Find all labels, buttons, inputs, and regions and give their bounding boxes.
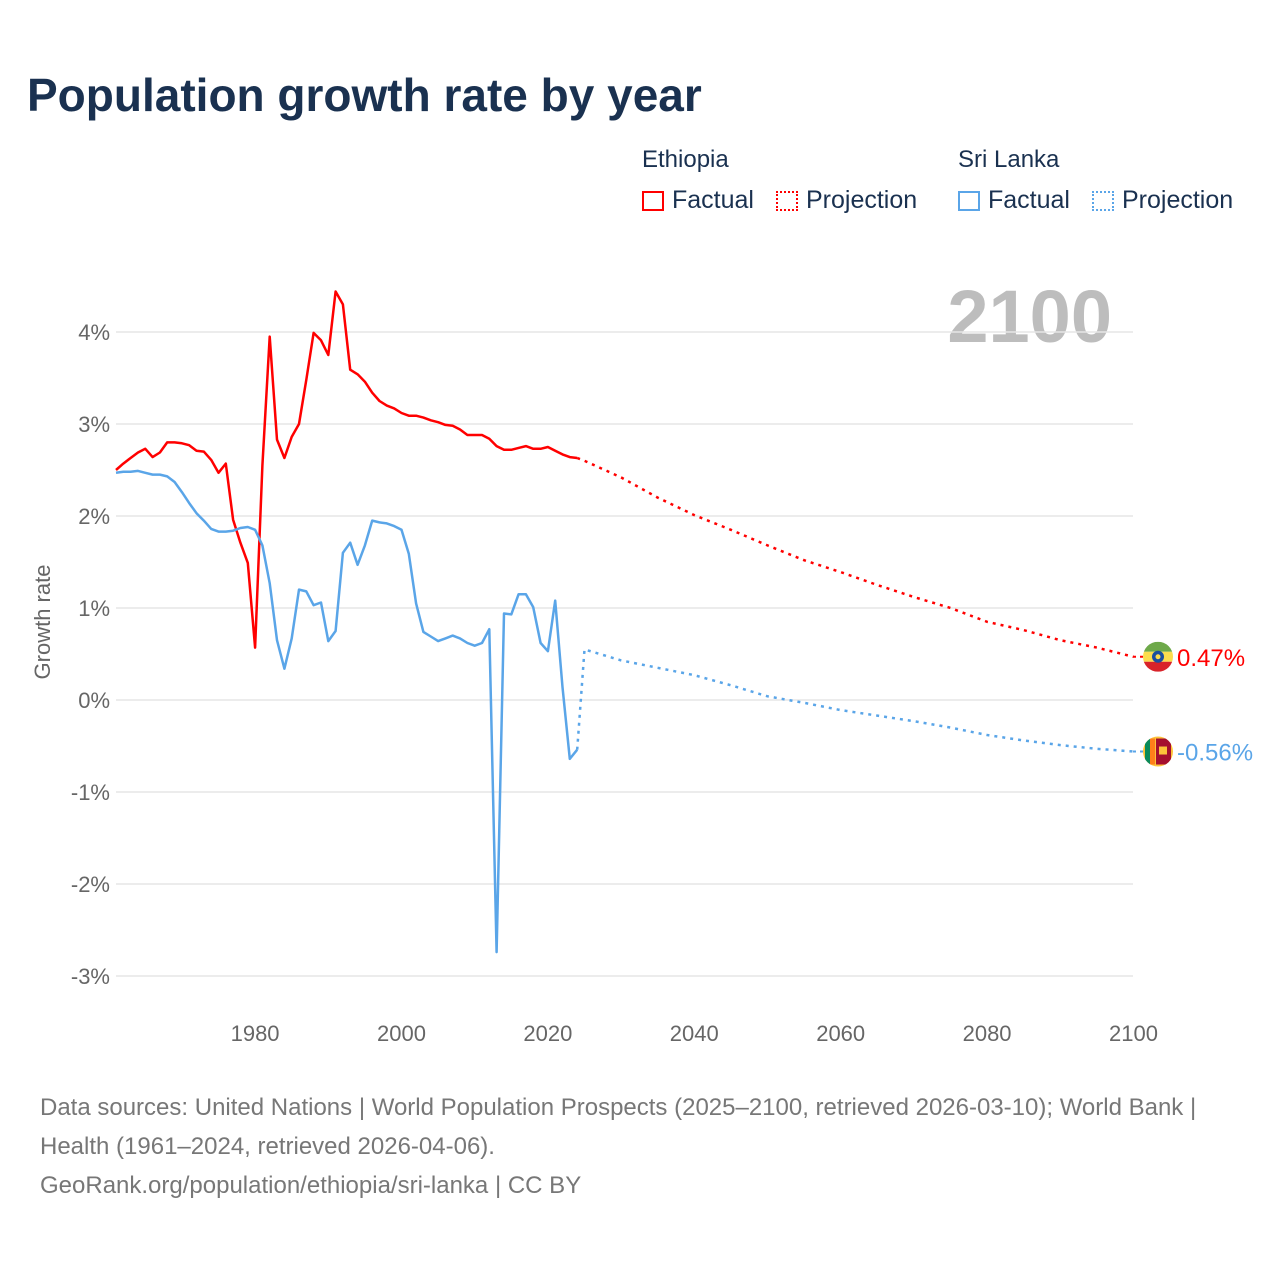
legend-sri-lanka-factual[interactable]: Factual — [958, 186, 1070, 215]
solid-swatch-icon — [958, 190, 980, 211]
solid-swatch-icon — [642, 190, 664, 211]
sri-lanka-end-value: -0.56% — [1177, 740, 1253, 767]
x-tick-label: 2000 — [377, 1021, 426, 1046]
x-tick-label: 2100 — [1109, 1021, 1158, 1046]
legend-label: Projection — [806, 186, 918, 214]
x-tick-label: 2080 — [963, 1021, 1012, 1046]
sri-lanka-flag-icon — [1143, 736, 1173, 767]
y-tick-label: 1% — [78, 596, 110, 621]
x-tick-label: 2060 — [816, 1021, 865, 1046]
chart-title: Population growth rate by year — [27, 69, 702, 121]
x-tick-label: 2020 — [523, 1021, 572, 1046]
y-tick-label: 4% — [78, 320, 110, 345]
ethiopia-end-value: 0.47% — [1177, 645, 1245, 672]
legend-label: Factual — [672, 186, 754, 214]
legend-ethiopia-factual[interactable]: Factual — [642, 186, 754, 215]
year-watermark: 2100 — [947, 275, 1112, 358]
y-tick-label: -2% — [71, 872, 110, 897]
ethiopia-factual-line — [115, 290, 578, 649]
sri-lanka-factual-line — [115, 469, 579, 954]
ethiopia-projection-line — [576, 456, 1134, 659]
ethiopia-flag-icon — [1143, 641, 1173, 672]
sri-lanka-projection-line — [575, 647, 1134, 753]
footer: Data sources: United Nations | World Pop… — [40, 1088, 1240, 1205]
attribution-link[interactable]: GeoRank.org/population/ethiopia/sri-lank… — [40, 1172, 582, 1199]
data-sources: Data sources: United Nations | World Pop… — [40, 1094, 1197, 1160]
x-tick-label: 1980 — [231, 1021, 280, 1046]
y-tick-label: -1% — [71, 780, 110, 805]
y-tick-label: -3% — [71, 964, 110, 989]
dotted-swatch-icon — [1092, 190, 1114, 211]
legend-label: Factual — [988, 186, 1070, 214]
legend-group-ethiopia: Ethiopia — [642, 146, 729, 173]
legend-label: Projection — [1122, 186, 1234, 214]
dotted-swatch-icon — [776, 190, 798, 211]
y-tick-label: 2% — [78, 504, 110, 529]
y-axis-label: Growth rate — [30, 565, 55, 680]
x-tick-label: 2040 — [670, 1021, 719, 1046]
y-tick-label: 3% — [78, 412, 110, 437]
legend-ethiopia-projection[interactable]: Projection — [776, 186, 917, 215]
y-tick-label: 0% — [78, 688, 110, 713]
legend-sri-lanka-projection[interactable]: Projection — [1092, 186, 1233, 215]
legend-group-sri-lanka: Sri Lanka — [958, 146, 1060, 173]
